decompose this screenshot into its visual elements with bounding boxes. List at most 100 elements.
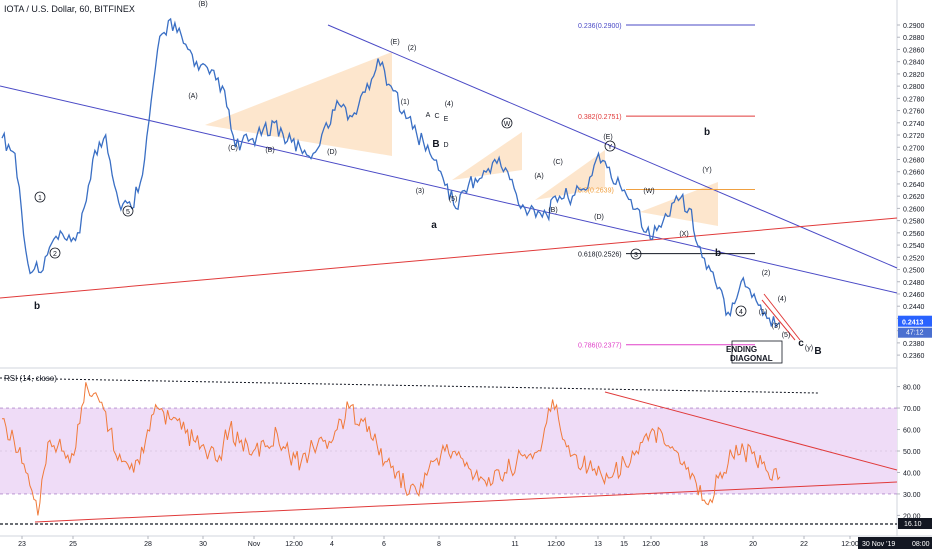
ending-diagonal-box bbox=[731, 340, 783, 364]
rsi-tick-label: 60.00 bbox=[903, 428, 921, 435]
ending-diagonal-lower bbox=[761, 299, 796, 341]
wave-label: (A) bbox=[534, 173, 543, 180]
price-tick-label: 0.2720 bbox=[903, 133, 925, 140]
time-tick-label: 6 bbox=[382, 541, 386, 548]
blue-trendline-upper[interactable] bbox=[327, 24, 898, 269]
wave-label: E bbox=[444, 116, 449, 123]
rsi-series-line[interactable] bbox=[1, 382, 781, 516]
wave-label: a bbox=[431, 220, 437, 231]
time-tick-label: 12:00 bbox=[642, 541, 660, 548]
wave-label: b bbox=[715, 248, 721, 259]
price-tick-label: 0.2840 bbox=[903, 60, 925, 67]
wave-circle bbox=[501, 117, 513, 129]
wave-label: 2 bbox=[53, 251, 57, 258]
wave-label: (Y) bbox=[702, 167, 711, 174]
price-series-line[interactable] bbox=[1, 17, 781, 328]
wave-label: 3 bbox=[634, 252, 638, 259]
price-tick-label: 0.2760 bbox=[903, 109, 925, 116]
wave-label: (W) bbox=[643, 188, 654, 195]
price-tick-label: 0.2480 bbox=[903, 280, 925, 287]
price-tick-label: 0.2380 bbox=[903, 341, 925, 348]
last-price-tag bbox=[898, 315, 932, 327]
consolidation-triangle bbox=[640, 182, 718, 226]
price-tick-label: 0.2700 bbox=[903, 145, 925, 152]
price-tick-label: 0.2360 bbox=[903, 353, 925, 360]
consolidation-triangle bbox=[452, 132, 522, 180]
wave-label: 1 bbox=[38, 195, 42, 202]
time-tick-label: 23 bbox=[18, 541, 26, 548]
wave-label: (5) bbox=[782, 332, 791, 339]
time-tick-label: 11 bbox=[511, 541, 518, 548]
countdown-tag bbox=[898, 327, 932, 338]
wave-label: (E) bbox=[390, 39, 399, 46]
wave-label: (4) bbox=[778, 296, 787, 303]
wave-label: (3) bbox=[416, 188, 425, 195]
price-tick-label: 0.2740 bbox=[903, 121, 925, 128]
wave-label: W bbox=[504, 121, 511, 128]
wave-label: (2) bbox=[408, 45, 417, 52]
wave-label: (D) bbox=[327, 149, 337, 156]
time-tick-label: 28 bbox=[144, 541, 152, 548]
wave-label: A bbox=[426, 112, 431, 119]
price-tick-label: 0.2880 bbox=[903, 35, 925, 42]
price-tick-label: 0.2860 bbox=[903, 47, 925, 54]
ending-diagonal-label: DIAGONAL bbox=[730, 354, 773, 363]
fib-level-label: 0.382(0.2751) bbox=[578, 114, 622, 121]
price-tick-label: 0.2800 bbox=[903, 84, 925, 91]
wave-label: c bbox=[798, 338, 804, 349]
time-tick-label: 4 bbox=[330, 541, 334, 548]
rsi-tick-label: 50.00 bbox=[903, 449, 921, 456]
last-price-label: 0.2413 bbox=[902, 320, 924, 327]
wave-label: (C) bbox=[553, 159, 563, 166]
price-tick-label: 0.2820 bbox=[903, 72, 925, 79]
rsi-tick-label: 80.00 bbox=[903, 385, 921, 392]
time-tick-label: 22 bbox=[800, 541, 808, 548]
wave-label: (2) bbox=[762, 270, 771, 277]
price-tick-label: 0.2900 bbox=[903, 23, 925, 30]
wave-label: D bbox=[443, 142, 448, 149]
wave-circle bbox=[604, 140, 616, 152]
rsi-current-label: 16.10 bbox=[904, 521, 922, 528]
wave-label: b bbox=[704, 127, 710, 138]
time-tick-label: 18 bbox=[700, 541, 708, 548]
fib-level-label: 0.618(0.2526) bbox=[578, 252, 622, 259]
time-tick-label: 12:00 bbox=[841, 541, 859, 548]
price-tick-label: 0.2560 bbox=[903, 231, 925, 238]
price-tick-label: 0.2440 bbox=[903, 304, 925, 311]
wave-circle bbox=[49, 247, 61, 259]
rsi-red-resistance[interactable] bbox=[604, 391, 898, 471]
wave-label: 5 bbox=[126, 209, 130, 216]
wave-label: B bbox=[814, 346, 821, 357]
time-tick-label: 25 bbox=[69, 541, 77, 548]
time-tag-label: 08:00 bbox=[912, 541, 930, 548]
wave-label-b-left: b bbox=[34, 301, 40, 312]
wave-label: (3) bbox=[772, 323, 781, 330]
wave-label: (1) bbox=[401, 99, 410, 106]
rsi-current-tag bbox=[898, 518, 932, 529]
wave-label: (E) bbox=[603, 134, 612, 141]
price-tick-label: 0.2520 bbox=[903, 255, 925, 262]
wave-label: (y) bbox=[805, 345, 813, 352]
fib-level-label: 0.786(0.2377) bbox=[578, 343, 622, 350]
price-tick-label: 0.2540 bbox=[903, 243, 925, 250]
wave-label: 4 bbox=[739, 309, 743, 316]
wave-label: (1) bbox=[759, 309, 768, 316]
consolidation-triangle bbox=[205, 52, 392, 156]
time-tick-label: 8 bbox=[437, 541, 441, 548]
symbol-title: IOTA / U.S. Dollar, 60, BITFINEX bbox=[4, 4, 135, 14]
rsi-tick-label: 20.00 bbox=[903, 513, 921, 520]
wave-label: (4) bbox=[445, 101, 454, 108]
red-trendline[interactable] bbox=[0, 217, 898, 299]
time-tick-label: Nov bbox=[248, 541, 261, 548]
rsi-dotted-resistance bbox=[0, 377, 819, 394]
wave-label: (5) bbox=[449, 196, 458, 203]
price-tick-label: 0.2780 bbox=[903, 96, 925, 103]
rsi-red-support[interactable] bbox=[34, 481, 898, 523]
price-tick-label: 0.2460 bbox=[903, 292, 925, 299]
fib-level-label: 0.5(0.2639) bbox=[578, 187, 614, 194]
wave-label: (A) bbox=[188, 93, 197, 100]
time-tick-label: 15 bbox=[620, 541, 628, 548]
wave-label: Y bbox=[608, 144, 613, 151]
